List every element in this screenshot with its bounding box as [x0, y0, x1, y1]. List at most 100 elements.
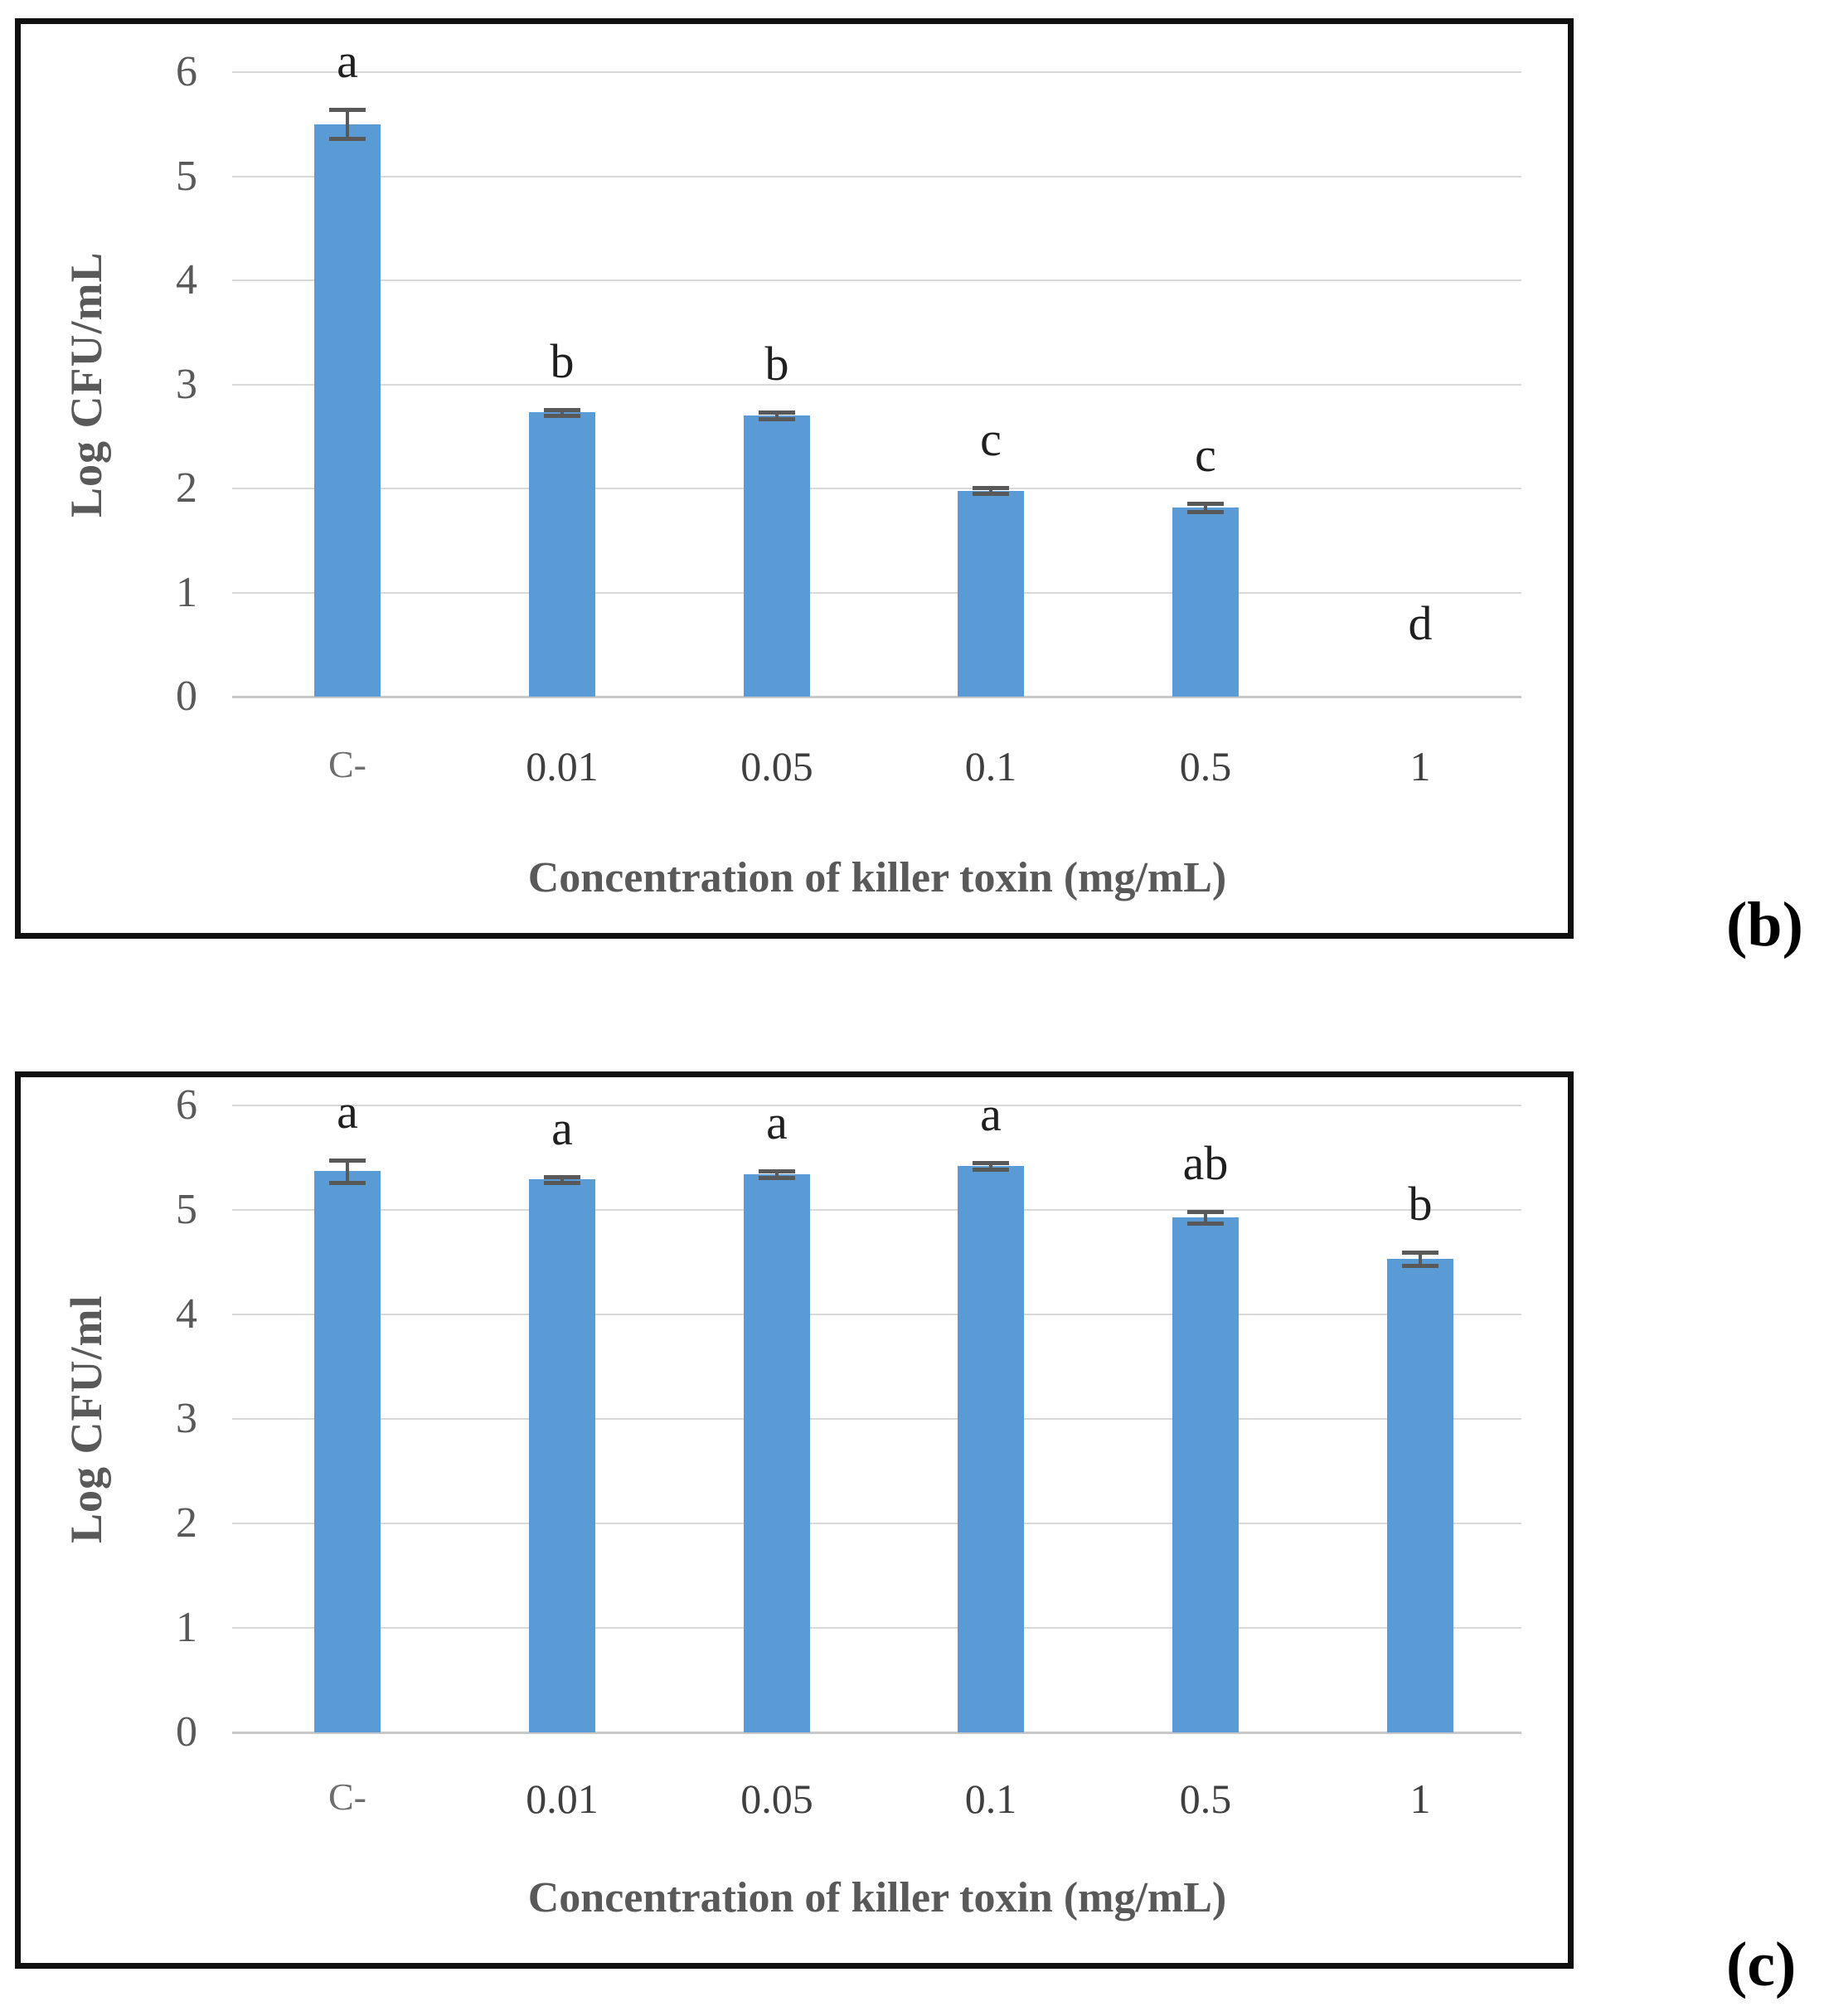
bar-0.5: [1172, 1217, 1239, 1732]
y-tick-label: 5: [176, 1186, 197, 1233]
error-bar-cap-bottom: [544, 1181, 580, 1185]
y-tick-label: 6: [176, 1081, 197, 1129]
error-bar-0.05: [775, 1171, 779, 1178]
chart-panel-b: 0 1 2 3 4 5 6 a C-b 0.01 b 0.05 c 0.1 c 0.5 d 1 Log CFU/mL…: [15, 18, 1574, 939]
error-bar-cap-bottom: [973, 492, 1009, 496]
error-bar-cap-bottom: [1187, 1222, 1224, 1226]
error-bar-0.5: [1204, 1212, 1207, 1223]
error-bar-cap-bottom: [544, 414, 580, 418]
bar-C-: [314, 1171, 381, 1732]
error-bar-cap-bottom: [1187, 510, 1224, 514]
y-tick-label: 1: [176, 1604, 197, 1651]
bar-0.01: [529, 1179, 595, 1732]
x-axis-title: Concentration of killer toxin (mg/mL): [527, 1874, 1227, 1921]
x-tick-label-0.01: 0.01: [526, 1776, 599, 1822]
error-bar-0.1: [989, 488, 992, 494]
gridline-y-6: [232, 1105, 1521, 1106]
y-tick-label: 2: [176, 464, 197, 512]
error-bar-cap-top: [329, 1159, 366, 1163]
x-tick-label-0.1: 0.1: [964, 743, 1017, 789]
error-bar-cap-top: [329, 108, 366, 112]
gridline-y-5: [232, 176, 1521, 177]
bar-0.5: [1172, 508, 1239, 697]
significance-letter-C-: a: [337, 1085, 358, 1139]
x-tick-label-C-: C-: [328, 743, 366, 785]
error-bar-0.1: [989, 1163, 992, 1169]
error-bar-1: [1419, 1252, 1422, 1265]
significance-letter-1: b: [1408, 1177, 1433, 1231]
significance-letter-0.01: b: [550, 334, 575, 388]
y-tick-label: 2: [176, 1499, 197, 1547]
error-bar-C-: [346, 109, 349, 138]
x-tick-label-0.05: 0.05: [740, 1776, 813, 1822]
y-tick-label: 0: [176, 673, 197, 720]
x-axis-line: [232, 1732, 1521, 1734]
gridline-y-4: [232, 279, 1521, 281]
panel-label-c: (c): [1726, 1930, 1797, 1999]
error-bar-cap-bottom: [1402, 1264, 1438, 1268]
gridline-y-1: [232, 1627, 1521, 1629]
x-axis-title: Concentration of killer toxin (mg/mL): [527, 854, 1227, 901]
y-tick-label: 3: [176, 1395, 197, 1442]
error-bar-cap-top: [1187, 502, 1224, 506]
gridline-y-2: [232, 1523, 1521, 1524]
y-tick-label: 1: [176, 569, 197, 616]
error-bar-0.01: [560, 1177, 564, 1183]
error-bar-cap-bottom: [759, 417, 795, 421]
x-tick-label-0.5: 0.5: [1179, 1776, 1232, 1822]
significance-letter-0.1: c: [980, 412, 1002, 466]
significance-letter-0.05: a: [766, 1095, 788, 1149]
bar-0.05: [744, 1174, 810, 1732]
bar-C-: [314, 124, 381, 697]
y-tick-label: 0: [176, 1708, 197, 1756]
error-bar-cap-top: [1187, 1210, 1224, 1214]
bar-1: [1387, 1259, 1453, 1732]
significance-letter-C-: a: [337, 34, 358, 88]
panel-label-b: (b): [1726, 890, 1803, 959]
significance-letter-0.1: a: [980, 1087, 1002, 1141]
gridline-y-5: [232, 1209, 1521, 1211]
bar-0.01: [529, 412, 595, 697]
x-tick-label-C-: C-: [328, 1776, 366, 1818]
x-tick-label-0.01: 0.01: [526, 743, 599, 789]
y-axis-title: Log CFU/ml: [61, 1295, 111, 1543]
error-bar-0.01: [560, 410, 564, 416]
error-bar-cap-bottom: [329, 137, 366, 141]
error-bar-cap-bottom: [973, 1168, 1009, 1172]
gridline-y-4: [232, 1314, 1521, 1315]
error-bar-C-: [346, 1160, 349, 1183]
x-tick-label-0.1: 0.1: [964, 1776, 1017, 1822]
error-bar-0.5: [1204, 503, 1207, 512]
x-tick-label-0.05: 0.05: [740, 743, 813, 789]
x-axis-line: [232, 696, 1521, 698]
significance-letter-0.05: b: [764, 337, 789, 391]
error-bar-cap-top: [544, 1175, 580, 1179]
y-tick-label: 6: [176, 48, 197, 95]
bar-0.05: [744, 415, 810, 697]
gridline-y-3: [232, 384, 1521, 386]
gridline-y-2: [232, 488, 1521, 489]
bar-0.1: [958, 491, 1024, 697]
error-bar-cap-bottom: [329, 1181, 366, 1185]
y-tick-label: 4: [176, 1290, 197, 1338]
error-bar-cap-top: [759, 410, 795, 415]
error-bar-cap-top: [973, 486, 1009, 490]
error-bar-cap-top: [1402, 1251, 1438, 1255]
error-bar-cap-top: [759, 1169, 795, 1173]
bar-0.1: [958, 1166, 1024, 1732]
chart-panel-c: 0 1 2 3 4 5 6 a C-a 0.01 a 0.05 a 0.1 ab 0.5 b 1 Log CFU/m…: [15, 1071, 1574, 1969]
y-tick-label: 5: [176, 153, 197, 200]
y-tick-label: 3: [176, 361, 197, 408]
y-axis-title: Log CFU/mL: [61, 251, 111, 518]
gridline-y-1: [232, 592, 1521, 594]
x-tick-label-1: 1: [1409, 1776, 1431, 1822]
gridline-y-6: [232, 71, 1521, 73]
x-tick-label-1: 1: [1409, 743, 1431, 789]
y-tick-label: 4: [176, 256, 197, 304]
error-bar-cap-top: [544, 408, 580, 412]
significance-letter-0.5: ab: [1182, 1136, 1229, 1190]
significance-letter-0.5: c: [1195, 428, 1216, 482]
error-bar-cap-bottom: [759, 1176, 795, 1180]
significance-letter-0.01: a: [551, 1101, 573, 1155]
error-bar-0.05: [775, 412, 779, 419]
